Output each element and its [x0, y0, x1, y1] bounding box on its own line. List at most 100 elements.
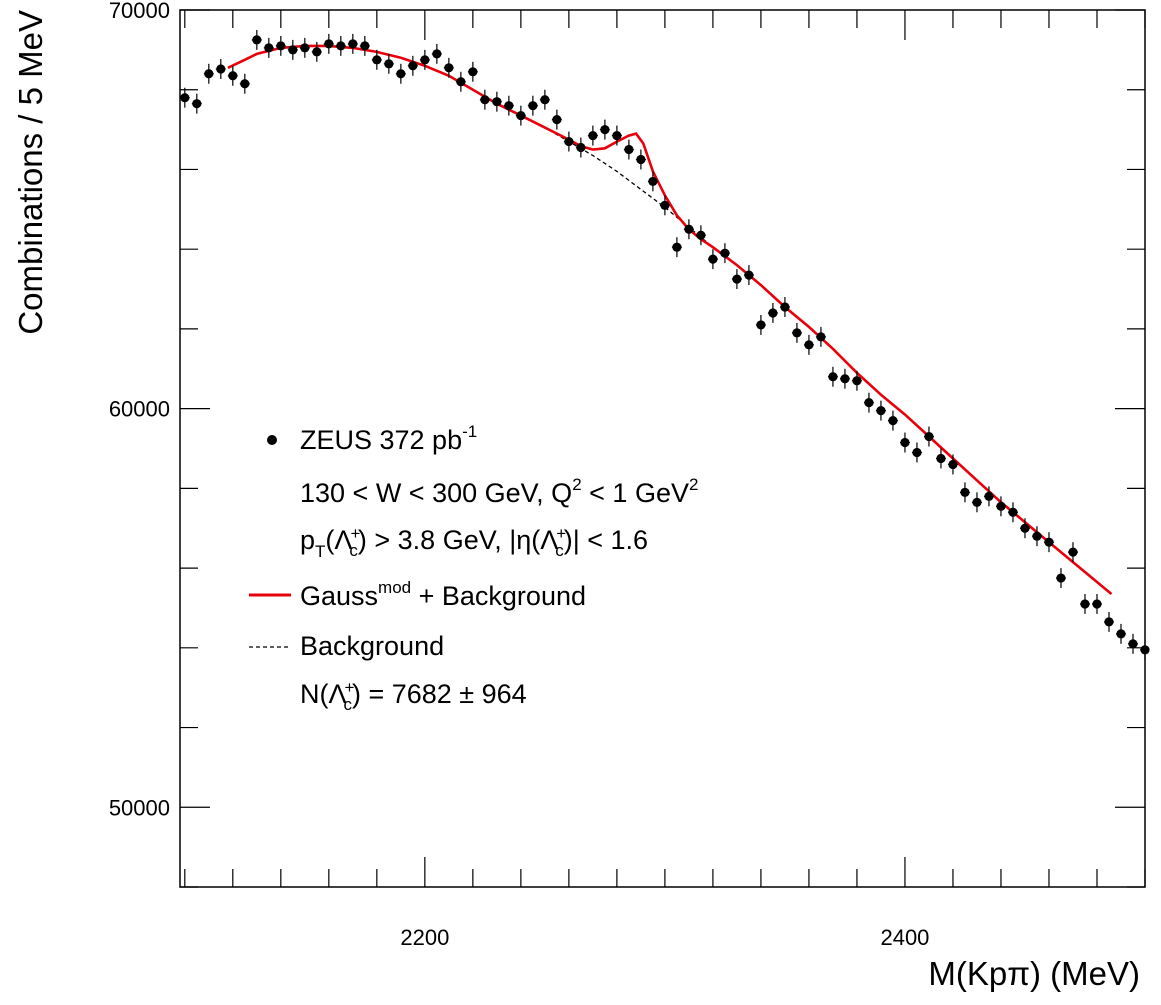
- data-marker: [852, 376, 862, 386]
- legend-background-label: Background: [300, 631, 444, 661]
- data-point: [539, 89, 550, 110]
- data-point: [671, 237, 682, 258]
- data-point: [1140, 639, 1150, 660]
- data-point: [623, 139, 634, 160]
- data-point: [863, 392, 874, 413]
- data-point: [575, 137, 586, 158]
- data-point: [1067, 542, 1078, 563]
- data-marker: [324, 39, 334, 49]
- data-marker: [288, 45, 298, 55]
- data-point: [851, 370, 862, 391]
- data-marker: [576, 142, 586, 153]
- data-point: [803, 334, 814, 355]
- data-marker: [228, 71, 238, 81]
- data-marker: [1092, 599, 1102, 609]
- data-point: [611, 125, 622, 146]
- data-point: [431, 43, 442, 64]
- data-marker: [648, 176, 658, 187]
- x-axis-ticks: 2200 2400: [184, 10, 1146, 950]
- data-point: [635, 149, 646, 170]
- data-point: [227, 65, 238, 86]
- data-marker: [264, 43, 274, 53]
- data-marker: [1020, 523, 1030, 533]
- data-marker: [252, 35, 262, 45]
- plot-frame: [179, 9, 1146, 888]
- data-marker: [636, 154, 646, 165]
- data-point: [323, 33, 334, 54]
- data-marker: [624, 144, 634, 155]
- data-point: [215, 59, 226, 79]
- data-point: [815, 326, 826, 347]
- data-marker: [732, 274, 742, 284]
- data-marker: [792, 328, 802, 338]
- data-point: [599, 119, 610, 140]
- data-point: [491, 91, 502, 112]
- data-point: [347, 33, 358, 54]
- data-marker: [384, 59, 394, 69]
- data-point: [911, 442, 922, 463]
- data-marker: [1068, 547, 1078, 557]
- data-marker: [612, 130, 622, 141]
- data-point: [443, 57, 454, 78]
- data-point: [383, 53, 394, 74]
- data-point: [407, 55, 418, 76]
- data-marker: [984, 491, 994, 501]
- data-point: [263, 37, 274, 58]
- y-axis-title: Combinations / 5 MeV: [12, 10, 49, 335]
- data-point: [1019, 518, 1030, 539]
- data-point: [251, 29, 262, 50]
- data-point: [479, 89, 490, 110]
- data-marker: [1080, 599, 1090, 609]
- data-marker: [360, 41, 370, 51]
- data-marker: [996, 501, 1006, 511]
- data-point: [827, 366, 838, 387]
- data-marker: [504, 101, 514, 111]
- x-tick-label: 2200: [400, 925, 449, 950]
- data-point: [959, 482, 970, 503]
- data-marker: [480, 95, 490, 105]
- data-point: [359, 35, 370, 56]
- data-marker: [1140, 645, 1150, 655]
- data-point: [515, 105, 526, 126]
- data-point: [647, 171, 658, 192]
- data-point: [467, 61, 478, 82]
- data-marker: [204, 69, 214, 79]
- legend-data-label: ZEUS 372 pb-1: [300, 422, 477, 455]
- data-point: [899, 432, 910, 453]
- data-point: [695, 225, 706, 246]
- data-point: [1091, 594, 1102, 614]
- data-point: [180, 87, 190, 108]
- data-marker: [240, 79, 250, 89]
- legend-signal-yield: N(Λ+ c) = 7682 ± 964: [300, 678, 527, 714]
- data-marker: [1128, 639, 1138, 649]
- data-marker: [516, 111, 526, 121]
- data-point: [947, 454, 958, 475]
- data-marker: [672, 242, 682, 252]
- data-point: [923, 426, 934, 447]
- data-marker: [192, 99, 202, 109]
- legend-kinematic-range: 130 < W < 300 GeV, Q2 < 1 GeV2: [300, 475, 698, 508]
- data-point: [731, 269, 742, 290]
- data-marker: [336, 41, 346, 51]
- data-point: [743, 265, 754, 286]
- data-point: [1103, 611, 1114, 632]
- data-marker: [900, 437, 910, 448]
- data-point: [719, 243, 730, 264]
- data-point: [779, 297, 790, 317]
- data-marker: [864, 398, 874, 408]
- data-marker: [1104, 617, 1114, 627]
- data-marker: [816, 332, 826, 342]
- data-marker: [1008, 507, 1018, 517]
- data-marker: [684, 224, 694, 234]
- data-marker: [960, 487, 970, 497]
- data-marker: [276, 41, 286, 51]
- data-point: [563, 131, 574, 152]
- data-marker: [972, 497, 982, 507]
- y-tick-label: 50000: [109, 795, 170, 820]
- data-point: [875, 400, 886, 421]
- data-point: [299, 37, 310, 58]
- data-point: [419, 49, 430, 70]
- data-point: [1007, 502, 1018, 523]
- data-marker: [756, 320, 766, 330]
